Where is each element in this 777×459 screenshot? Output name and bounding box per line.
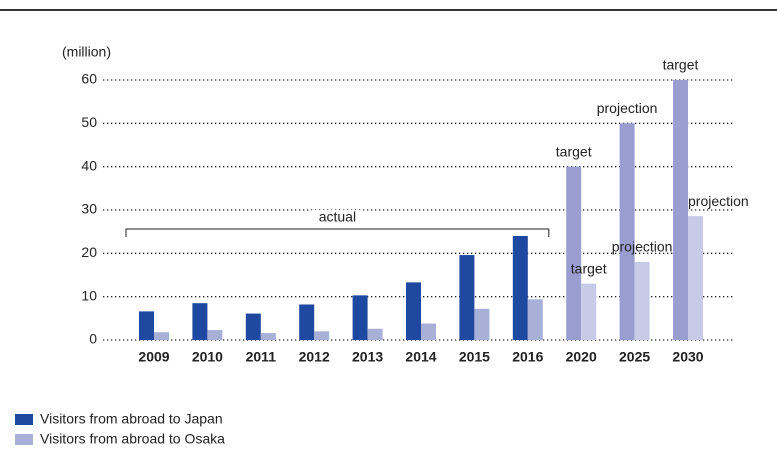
- legend-swatch: [15, 434, 33, 445]
- legend-label: Visitors from abroad to Japan: [40, 411, 223, 427]
- point-label: target: [556, 143, 592, 159]
- bar: [581, 283, 597, 340]
- x-tick-label: 2009: [138, 349, 169, 365]
- legend-label: Visitors from abroad to Osaka: [40, 431, 225, 447]
- x-tick-label: 2030: [672, 349, 703, 365]
- point-label: projection: [612, 239, 673, 255]
- y-tick-label: 60: [81, 71, 97, 87]
- bar: [154, 332, 169, 340]
- y-tick-label: 20: [81, 244, 97, 260]
- point-label: target: [571, 260, 607, 276]
- y-tick-label: 30: [81, 201, 97, 217]
- bar: [634, 262, 650, 340]
- bar: [299, 304, 315, 340]
- x-tick-label: 2011: [246, 349, 277, 365]
- x-tick-label: 2012: [299, 349, 330, 365]
- point-label: projection: [597, 100, 658, 116]
- x-tick-label: 2013: [352, 349, 383, 365]
- bar: [474, 308, 490, 340]
- y-tick-label: 0: [89, 331, 97, 347]
- y-tick-label: 10: [81, 287, 97, 303]
- x-tick-label: 2014: [405, 349, 436, 365]
- bar: [260, 333, 276, 340]
- bar: [245, 313, 261, 340]
- bar: [367, 328, 383, 340]
- legend-swatch: [15, 414, 33, 425]
- bar: [192, 303, 208, 340]
- x-tick-label: 2010: [192, 349, 223, 365]
- x-tick-label: 2020: [566, 349, 597, 365]
- x-tick-label: 2015: [459, 349, 490, 365]
- bar: [688, 216, 703, 340]
- bar: [352, 295, 368, 340]
- bar: [421, 323, 436, 340]
- point-label: target: [663, 57, 699, 73]
- bar: [512, 236, 528, 340]
- point-label: projection: [688, 193, 749, 209]
- unit-label: (million): [62, 44, 111, 60]
- bracket-label-bg: [311, 210, 364, 226]
- bar: [673, 80, 688, 340]
- bar: [527, 299, 543, 340]
- y-tick-label: 40: [81, 157, 97, 173]
- bar: [566, 166, 582, 340]
- x-tick-label: 2016: [512, 349, 543, 365]
- bracket: [125, 228, 550, 237]
- bar: [139, 311, 154, 340]
- bar: [207, 330, 223, 340]
- bar: [406, 282, 421, 340]
- x-tick-label: 2025: [619, 349, 650, 365]
- bar: [459, 255, 475, 340]
- y-tick-label: 50: [81, 114, 97, 130]
- bar: [619, 123, 635, 340]
- bracket-label: actual: [319, 209, 356, 225]
- bar: [314, 331, 330, 340]
